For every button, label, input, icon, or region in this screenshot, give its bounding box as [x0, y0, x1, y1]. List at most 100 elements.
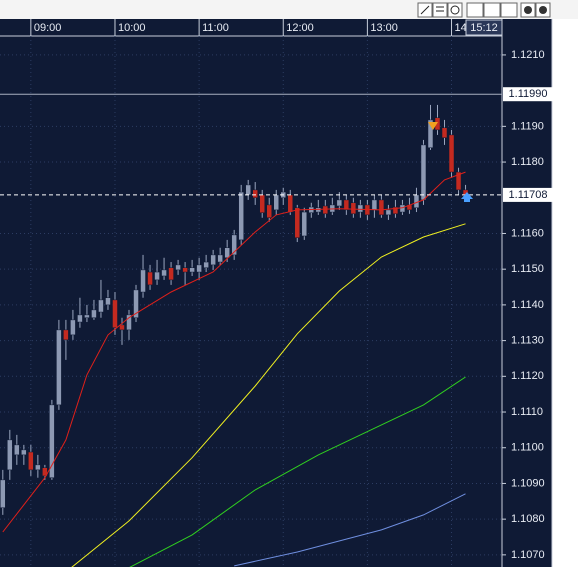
- tool-icon: [450, 5, 460, 15]
- candle-body: [35, 464, 41, 471]
- candle-body: [245, 184, 251, 196]
- candle-body: [147, 271, 153, 286]
- y-tick-label: 1.1100: [511, 442, 544, 454]
- candle-body: [42, 467, 48, 477]
- plot-area: [0, 93, 502, 567]
- candle-body: [105, 297, 111, 306]
- candle-body: [413, 194, 420, 209]
- candle-body: [385, 209, 392, 216]
- candle-body: [140, 269, 146, 293]
- candle-body: [28, 451, 34, 471]
- y-tick-label: 1.1090: [511, 477, 545, 489]
- candle-body: [70, 319, 76, 336]
- candle-body: [287, 194, 294, 213]
- price-label-box: [503, 87, 553, 102]
- x-tick-label: 11:00: [202, 22, 229, 34]
- candle-body: [126, 314, 132, 331]
- candle-body: [301, 211, 308, 237]
- candle-body: [357, 204, 364, 213]
- moving-average: [71, 223, 466, 567]
- current-marker: [461, 192, 473, 202]
- y-tick-label: 1.1140: [511, 299, 544, 311]
- x-tick-label: 14: [455, 22, 467, 34]
- candle-body: [133, 289, 139, 318]
- axes: 1.1070 1.1080 1.1090 1.1100 1.1110 1.1120 1.11…: [30, 19, 553, 561]
- candle-body: [98, 299, 104, 313]
- candle-body: [217, 254, 223, 263]
- y-tick-label: 1.1110: [511, 406, 543, 418]
- candle-body: [238, 191, 244, 241]
- candle-body: [49, 404, 55, 478]
- candle-body: [350, 202, 357, 215]
- candle-body: [112, 299, 118, 328]
- y-tick-label: 1.1130: [511, 335, 544, 347]
- candle-body: [448, 134, 455, 173]
- candle-body: [63, 329, 69, 341]
- moving-average: [2, 171, 466, 533]
- y-tick-label: 1.1190: [511, 120, 544, 132]
- candle-body: [154, 271, 160, 281]
- candle-body: [21, 449, 27, 456]
- tool-icon: [420, 5, 430, 15]
- price-label: 1.11990: [509, 88, 548, 100]
- candle-body: [371, 199, 378, 211]
- tool-grid3[interactable]: [500, 2, 518, 18]
- candle-body: [294, 207, 301, 239]
- candle-body: [56, 329, 62, 406]
- current-time-label: 15:12: [470, 22, 498, 34]
- candle-body: [343, 199, 350, 211]
- candle-body: [175, 264, 181, 271]
- current-time-box: [465, 19, 503, 36]
- candle-body: [210, 254, 216, 266]
- candle-body: [273, 194, 279, 211]
- candle-body: [84, 314, 90, 318]
- candle-body: [14, 444, 20, 456]
- y-tick-label: 1.1160: [511, 227, 544, 239]
- candle-body: [259, 194, 265, 214]
- y-tick-label: 1.1150: [511, 263, 544, 275]
- x-tick-label: 12:00: [286, 22, 314, 34]
- x-tick-label: 09:00: [34, 22, 62, 34]
- tool-hline[interactable]: [432, 2, 448, 18]
- candle-body: [91, 309, 97, 318]
- candle-body: [168, 267, 174, 281]
- tool-fib[interactable]: [447, 2, 463, 18]
- candle-body: [182, 267, 188, 273]
- x-tick-label: 13:00: [370, 22, 398, 34]
- tool-icon: [524, 6, 532, 14]
- candle-body: [196, 264, 202, 273]
- y-tick-label: 1.1070: [511, 549, 545, 561]
- candle-body: [455, 171, 462, 191]
- tool-icon: [539, 6, 547, 14]
- y-tick-label: 1.1180: [511, 156, 544, 168]
- x-tick-label: 10:00: [118, 22, 146, 34]
- candle-body: [252, 189, 258, 199]
- y-tick-label: 1.1120: [511, 370, 544, 382]
- candle-body: [119, 324, 125, 331]
- tool-grid2[interactable]: [483, 2, 501, 18]
- candle-body: [77, 314, 83, 323]
- price-label: 1.11708: [509, 189, 548, 201]
- candle-body: [392, 206, 399, 215]
- candle-body: [441, 127, 448, 139]
- candle-body: [427, 119, 434, 149]
- tool-grid1[interactable]: [466, 2, 484, 18]
- candle-body: [7, 439, 13, 471]
- chart-background: [0, 19, 552, 567]
- moving-average: [234, 493, 466, 567]
- toolbar-buttons: [417, 2, 551, 18]
- candle-body: [189, 267, 195, 273]
- y-tick-label: 1.1210: [511, 49, 545, 61]
- candle-body: [315, 207, 322, 213]
- candle-body: [399, 204, 406, 213]
- candle-body: [336, 199, 343, 207]
- candle-body: [266, 204, 272, 219]
- candle-body: [420, 144, 427, 201]
- grid: [0, 36, 502, 567]
- price-label-box: [503, 187, 553, 202]
- sell-marker: [428, 122, 438, 130]
- moving-average: [129, 376, 466, 567]
- candle-body: [322, 205, 329, 215]
- candle-body: [161, 269, 167, 277]
